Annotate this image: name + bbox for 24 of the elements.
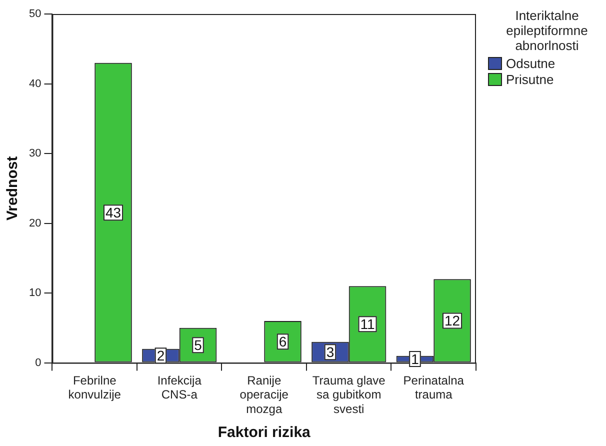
legend-label: Odsutne (506, 56, 556, 70)
y-tick-label: 40 (28, 78, 42, 90)
x-tick-label: Perinatalna trauma (403, 373, 464, 402)
x-tick-label: Ranije operacije mozga (240, 373, 289, 416)
x-axis-title: Faktori rizika (218, 424, 312, 442)
data-label: 2 (156, 347, 165, 364)
y-tick-label: 30 (28, 148, 42, 160)
data-label: 43 (105, 204, 122, 220)
x-tick-label: Febrilne konvulzije (68, 373, 122, 402)
data-label: 12 (444, 312, 460, 329)
y-tick-label: 20 (28, 217, 42, 230)
data-label: 6 (278, 333, 287, 350)
x-tick-label: Infekcija CNS-a (157, 373, 202, 402)
legend-label: Prisutne (506, 72, 554, 86)
y-axis-title: Vrednost (4, 156, 22, 220)
data-label: 5 (194, 336, 202, 353)
x-tick-label: Trauma glave sa gubitkom svesti (312, 373, 386, 416)
y-tick-label: 50 (28, 8, 42, 20)
y-tick-label: 10 (28, 287, 42, 300)
y-tick-label: 0 (35, 356, 42, 369)
data-label: 3 (326, 344, 334, 360)
data-label: 1 (411, 350, 420, 367)
data-label: 11 (360, 316, 375, 332)
legend-title: Interiktalne epileptiformne abnorlnosti (505, 8, 589, 53)
